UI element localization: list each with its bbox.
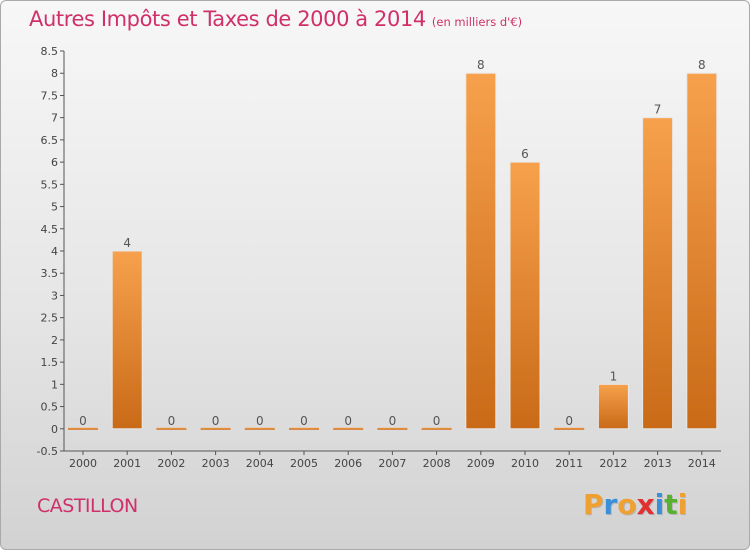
bar xyxy=(377,427,408,430)
x-tick-label: 2002 xyxy=(157,457,185,470)
y-tick-label: 3 xyxy=(51,289,58,302)
y-tick-label: 6 xyxy=(51,156,58,169)
bar xyxy=(509,161,541,430)
x-tick-label: 2001 xyxy=(113,457,141,470)
y-tick-label: 5 xyxy=(51,201,58,214)
bar xyxy=(421,427,452,430)
y-tick-label: 7.5 xyxy=(41,89,59,102)
x-tick-label: 2009 xyxy=(467,457,495,470)
logo-letter: P xyxy=(583,488,604,521)
bar-value-label: 0 xyxy=(389,414,397,428)
bar xyxy=(244,427,275,430)
bar xyxy=(554,427,585,430)
x-tick-label: 2007 xyxy=(378,457,406,470)
y-tick-label: 0 xyxy=(51,423,58,436)
y-tick-label: 0.5 xyxy=(41,401,59,414)
bar xyxy=(200,427,231,430)
y-tick-label: 7 xyxy=(51,112,58,125)
bar xyxy=(686,72,718,430)
y-tick-label: 4 xyxy=(51,245,58,258)
bar-value-label: 0 xyxy=(79,414,87,428)
bar-value-label: 0 xyxy=(256,414,264,428)
x-tick-label: 2003 xyxy=(202,457,230,470)
logo-letter: i xyxy=(677,488,688,521)
y-tick-label: -0.5 xyxy=(37,445,58,458)
bar-value-label: 0 xyxy=(212,414,220,428)
y-tick-label: 2.5 xyxy=(41,312,59,325)
bar-value-label: 0 xyxy=(565,414,573,428)
bar-value-label: 8 xyxy=(477,58,485,72)
y-tick-label: 8.5 xyxy=(41,45,59,58)
y-tick-label: 5.5 xyxy=(41,178,59,191)
y-tick-label: 4.5 xyxy=(41,223,59,236)
x-tick-label: 2008 xyxy=(423,457,451,470)
bar xyxy=(597,383,629,430)
y-tick-label: 1.5 xyxy=(41,356,59,369)
proxiti-logo: Proxiti xyxy=(583,488,687,521)
bar-value-label: 0 xyxy=(433,414,441,428)
chart-title: Autres Impôts et Taxes de 2000 à 2014 (en… xyxy=(29,7,522,31)
x-tick-label: 2014 xyxy=(688,457,716,470)
x-tick-label: 2011 xyxy=(555,457,583,470)
x-tick-label: 2005 xyxy=(290,457,318,470)
y-tick-label: 2 xyxy=(51,334,58,347)
logo-letter: i xyxy=(654,488,665,521)
logo-letter: o xyxy=(617,488,637,521)
y-tick-label: 3.5 xyxy=(41,267,59,280)
commune-name: CASTILLON xyxy=(37,495,138,517)
bar xyxy=(68,427,98,430)
chart-subtitle: (en milliers d'€) xyxy=(431,15,523,29)
y-tick-label: 8 xyxy=(51,67,58,80)
bar-value-label: 0 xyxy=(344,414,352,428)
x-tick-label: 2004 xyxy=(246,457,274,470)
y-tick-label: 6.5 xyxy=(41,134,59,147)
bar xyxy=(111,250,143,430)
bar-value-label: 1 xyxy=(610,369,618,383)
bar-value-label: 6 xyxy=(521,147,529,161)
bar xyxy=(642,117,674,430)
bar xyxy=(156,427,187,430)
chart-title-text: Autres Impôts et Taxes de 2000 à 2014 xyxy=(29,7,426,31)
bar xyxy=(289,427,319,430)
bar xyxy=(465,72,497,430)
x-tick-label: 2006 xyxy=(334,457,362,470)
x-tick-label: 2012 xyxy=(599,457,627,470)
bar-value-label: 4 xyxy=(123,236,131,250)
x-tick-label: 2013 xyxy=(644,457,672,470)
logo-letter: r xyxy=(603,488,618,521)
bar-value-label: 7 xyxy=(654,103,662,117)
x-tick-label: 2010 xyxy=(511,457,539,470)
bar-value-label: 8 xyxy=(698,58,706,72)
y-tick-label: 1 xyxy=(51,378,58,391)
bar-value-label: 0 xyxy=(300,414,308,428)
logo-letter: t xyxy=(664,488,678,521)
x-tick-label: 2000 xyxy=(69,457,97,470)
logo-letter: x xyxy=(636,488,655,521)
bar-value-label: 0 xyxy=(168,414,176,428)
bar xyxy=(333,427,364,430)
